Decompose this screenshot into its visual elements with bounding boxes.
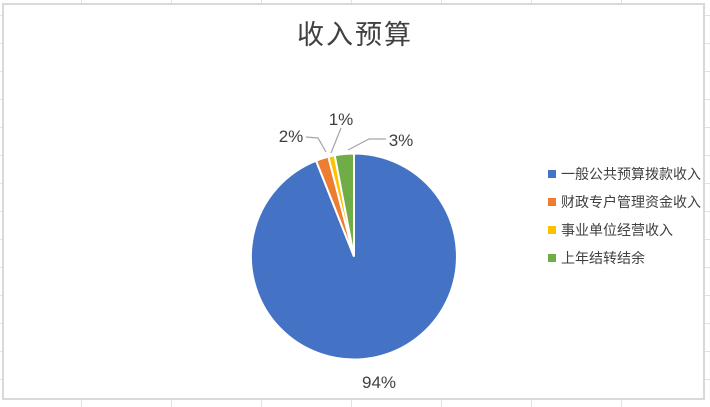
pie-slice-3[interactable] (333, 152, 355, 257)
legend-item-label: 上年结转结余 (561, 250, 645, 266)
data-label-yellow[interactable]: 1% (328, 110, 354, 129)
leader-line-1pct (330, 127, 342, 154)
legend-swatch-icon (548, 198, 556, 206)
leader-line-2pct (305, 136, 327, 153)
pie-slices (249, 152, 458, 361)
legend-item-3[interactable]: 上年结转结余 (548, 244, 701, 272)
legend-item-label: 一般公共预算拨款收入 (561, 166, 701, 182)
leader-lines (305, 127, 386, 154)
legend-item-1[interactable]: 财政专户管理资金收入 (548, 188, 701, 216)
legend-item-label: 财政专户管理资金收入 (561, 194, 701, 210)
data-label-blue[interactable]: 94% (361, 373, 397, 392)
leader-line-3pct (347, 138, 386, 151)
chart-legend: 一般公共预算拨款收入 财政专户管理资金收入 事业单位经营收入 上年结转结余 (548, 160, 701, 272)
legend-item-2[interactable]: 事业单位经营收入 (548, 216, 701, 244)
chart-title[interactable]: 收入预算 (297, 20, 413, 50)
legend-swatch-icon (548, 226, 556, 234)
data-label-green[interactable]: 3% (388, 131, 414, 150)
legend-item-label: 事业单位经营收入 (561, 222, 673, 238)
data-label-orange[interactable]: 2% (278, 127, 304, 146)
legend-swatch-icon (548, 170, 556, 178)
legend-swatch-icon (548, 254, 556, 262)
legend-item-0[interactable]: 一般公共预算拨款收入 (548, 160, 701, 188)
